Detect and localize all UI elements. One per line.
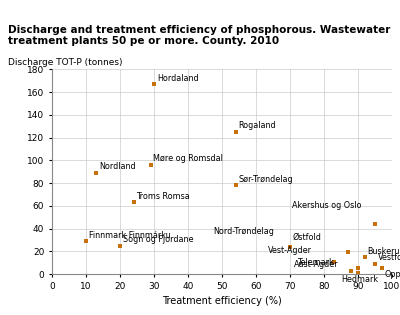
X-axis label: Treatment efficiency (%): Treatment efficiency (%): [162, 296, 282, 306]
Text: Vestfold: Vestfold: [378, 254, 400, 262]
Text: Østfold: Østfold: [292, 232, 321, 241]
Text: Hedmark: Hedmark: [341, 275, 378, 284]
Text: Discharge and treatment efficiency of phosphorous. Wastewater
treatment plants 5: Discharge and treatment efficiency of ph…: [8, 25, 390, 46]
Text: Rogaland: Rogaland: [238, 122, 276, 130]
Text: Finnmark Finnmárku: Finnmark Finnmárku: [89, 231, 170, 240]
Text: Oppland: Oppland: [384, 271, 400, 279]
Text: Akershus og Oslo: Akershus og Oslo: [292, 201, 361, 210]
Text: Discharge TOT-P (tonnes): Discharge TOT-P (tonnes): [8, 58, 122, 67]
Text: Buskerud: Buskerud: [368, 247, 400, 255]
Text: Aust-Agder: Aust-Agder: [294, 260, 339, 269]
Text: Hordaland: Hordaland: [157, 74, 198, 83]
Text: Sogn og Fjordane: Sogn og Fjordane: [123, 235, 193, 244]
Text: Nordland: Nordland: [99, 163, 136, 171]
Text: Troms Romsa: Troms Romsa: [136, 192, 190, 201]
Text: Vest-Agder: Vest-Agder: [268, 246, 312, 255]
Text: Telemark: Telemark: [297, 258, 334, 267]
Text: Sør-Trøndelag: Sør-Trøndelag: [238, 175, 293, 184]
Text: Møre og Romsdal: Møre og Romsdal: [153, 154, 223, 163]
Text: Nord-Trøndelag: Nord-Trøndelag: [214, 226, 274, 236]
